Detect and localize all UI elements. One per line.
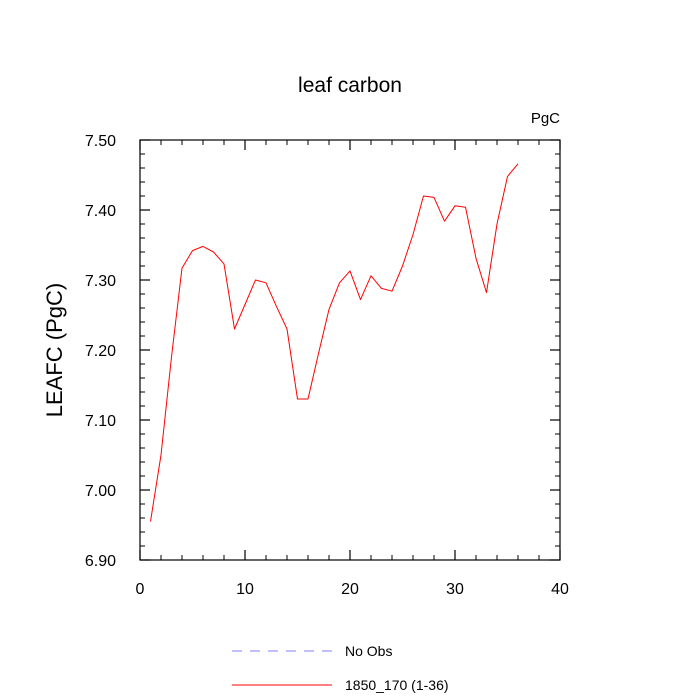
legend: No Obs 1850_170 (1-36) [232, 643, 449, 693]
legend-label: 1850_170 (1-36) [345, 677, 449, 693]
y-tick-label: 7.40 [85, 203, 116, 220]
y-tick-label: 7.10 [85, 413, 116, 430]
x-tick-label: 20 [341, 581, 359, 598]
x-tick-label: 0 [136, 581, 145, 598]
chart-title: leaf carbon [298, 74, 402, 97]
series-layer [150, 163, 519, 522]
y-axis-label: LEAFC (PgC) [42, 283, 67, 417]
plot-frame [139, 139, 561, 561]
x-tick-label: 30 [446, 581, 464, 598]
legend-label: No Obs [345, 643, 392, 659]
units-label: PgC [531, 110, 560, 127]
series-line [150, 163, 519, 522]
y-tick-label: 7.00 [85, 483, 116, 500]
ticks-layer: 0 10 20 30 40 6.90 7.00 7.10 7.20 7.30 7.40 7.50 [85, 133, 569, 598]
x-tick-label: 40 [551, 581, 569, 598]
y-tick-label: 6.90 [85, 553, 116, 570]
y-tick-label: 7.20 [85, 343, 116, 360]
x-tick-label: 10 [236, 581, 254, 598]
y-tick-label: 7.30 [85, 273, 116, 290]
y-tick-label: 7.50 [85, 133, 116, 150]
